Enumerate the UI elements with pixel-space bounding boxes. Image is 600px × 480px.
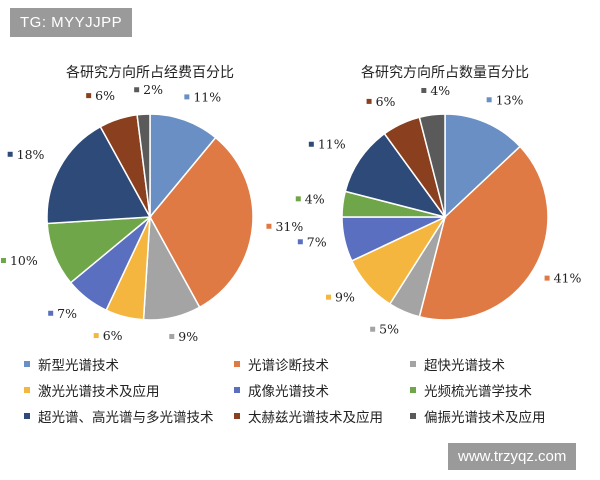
- pie-1-label-1: 41%: [544, 271, 582, 286]
- legend-item: 超光谱、高光谱与多光谱技术: [24, 406, 234, 426]
- pie-0-label-1: 31%: [266, 219, 303, 234]
- legend-item: 光谱诊断技术: [234, 354, 410, 374]
- legend-label: 成像光谱技术: [248, 384, 329, 400]
- pie-count: 13% 41% 5% 9% 7% 4% 11% 6% 4%: [295, 83, 582, 337]
- pie-1-label-2: 5%: [370, 322, 399, 337]
- pie-1-slice-1: [418, 145, 549, 321]
- pie-1-slice-0: [444, 113, 522, 219]
- chart-title-funding: 各研究方向所占经费百分比: [66, 65, 234, 81]
- legend-label: 光谱诊断技术: [248, 358, 329, 374]
- pie-1-label-text-1: 41%: [554, 271, 582, 286]
- legend-item: 成像光谱技术: [234, 380, 410, 400]
- pie-0-label-8: 2%: [134, 82, 163, 97]
- pie-1-slice-8: [418, 113, 446, 218]
- pie-0-label-text-2: 9%: [178, 329, 198, 344]
- pie-0-label-swatch-2: [169, 333, 175, 339]
- pie-1-label-6: 11%: [308, 137, 346, 152]
- pie-0-label-text-0: 11%: [193, 89, 221, 104]
- legend-swatch: [234, 387, 240, 393]
- pie-0-label-2: 9%: [169, 329, 198, 344]
- pie-1-label-text-4: 7%: [307, 234, 327, 249]
- pie-0-slice-0: [149, 113, 217, 220]
- legend-label: 太赫兹光谱技术及应用: [248, 410, 383, 426]
- legend-swatch: [234, 361, 240, 367]
- pie-0-slice-8: [136, 113, 151, 218]
- pie-0-label-text-1: 31%: [275, 219, 303, 234]
- pie-1-label-text-7: 6%: [376, 94, 396, 109]
- pie-1-label-7: 6%: [366, 94, 396, 109]
- pie-0-label-swatch-6: [7, 151, 13, 157]
- legend-swatch: [410, 413, 416, 419]
- pie-0-slice-6: [46, 125, 152, 225]
- legend-swatch: [234, 413, 240, 419]
- pie-1-label-swatch-8: [421, 87, 427, 93]
- legend-item: 新型光谱技术: [24, 354, 234, 374]
- pie-1-label-swatch-7: [366, 98, 372, 104]
- legend-label: 超快光谱技术: [424, 358, 505, 374]
- pie-0-label-swatch-3: [93, 333, 99, 339]
- pie-0-label-text-5: 10%: [10, 253, 38, 268]
- legend-swatch: [24, 387, 30, 393]
- pie-0-label-swatch-7: [86, 93, 92, 99]
- legend-swatch: [24, 413, 30, 419]
- pie-1-label-swatch-0: [486, 97, 492, 103]
- pie-1-label-text-5: 4%: [305, 191, 325, 206]
- pie-1-label-8: 4%: [421, 83, 450, 98]
- legend-label: 光频梳光谱学技术: [424, 384, 532, 400]
- pie-1-label-swatch-1: [544, 275, 550, 281]
- pie-0-label-text-6: 18%: [17, 147, 45, 162]
- legend-label: 超光谱、高光谱与多光谱技术: [38, 410, 214, 426]
- pie-0-label-0: 11%: [184, 89, 221, 104]
- pie-1-label-0: 13%: [486, 92, 524, 107]
- legend-swatch: [410, 387, 416, 393]
- pie-1-label-swatch-5: [295, 196, 301, 202]
- pie-0-label-text-4: 7%: [57, 306, 77, 321]
- pie-charts: 各研究方向所占经费百分比 各研究方向所占数量百分比 11% 31% 9% 6% 7% 10…: [0, 65, 582, 344]
- legend-item: 光频梳光谱学技术: [410, 380, 580, 400]
- legend-item: 偏振光谱技术及应用: [410, 406, 580, 426]
- pie-1-label-swatch-4: [297, 239, 303, 245]
- pie-1-label-text-8: 4%: [430, 83, 450, 98]
- pie-1-label-text-6: 11%: [318, 137, 346, 152]
- pie-0-label-6: 18%: [7, 147, 45, 162]
- legend-swatch: [24, 361, 30, 367]
- pie-1-label-text-0: 13%: [496, 92, 524, 107]
- pie-0-slice-1: [149, 136, 254, 309]
- pie-0-label-4: 7%: [48, 306, 77, 321]
- pie-0-label-swatch-1: [266, 223, 272, 229]
- legend-label: 偏振光谱技术及应用: [424, 410, 546, 426]
- legend-label: 激光光谱技术及应用: [38, 384, 160, 400]
- pie-0-label-swatch-5: [0, 258, 6, 264]
- pie-1-label-swatch-2: [370, 326, 376, 332]
- legend-swatch: [410, 361, 416, 367]
- pie-0-label-3: 6%: [93, 328, 123, 343]
- pie-1-label-3: 9%: [326, 290, 355, 305]
- legend-label: 新型光谱技术: [38, 358, 119, 374]
- pie-0-label-text-8: 2%: [143, 82, 163, 97]
- pie-0-label-text-3: 6%: [103, 328, 123, 343]
- legend-item: 太赫兹光谱技术及应用: [234, 406, 410, 426]
- pie-funding: 11% 31% 9% 6% 7% 10% 18% 6% 2%: [0, 82, 303, 344]
- pie-1-label-5: 4%: [295, 191, 325, 206]
- pie-1-label-text-2: 5%: [379, 322, 399, 337]
- pie-1-label-swatch-3: [326, 294, 332, 300]
- pie-1-slice-6: [344, 132, 447, 219]
- chart-legend: 新型光谱技术 光谱诊断技术 超快光谱技术激光光谱技术及应用 成像光谱技术 光频梳光谱学技…: [24, 354, 584, 426]
- chart-title-count: 各研究方向所占数量百分比: [361, 65, 529, 81]
- pie-0-label-7: 6%: [86, 88, 115, 103]
- watermark-site-badge: www.trzyqz.com: [448, 443, 577, 470]
- pie-1-label-4: 7%: [297, 234, 327, 249]
- pie-0-label-swatch-0: [184, 94, 190, 100]
- pie-0-label-swatch-4: [48, 310, 54, 316]
- pie-1-label-swatch-6: [308, 141, 314, 147]
- watermark-tg-badge: TG: MYYJJPP: [10, 8, 133, 37]
- pie-0-label-5: 10%: [0, 253, 38, 268]
- legend-item: 超快光谱技术: [410, 354, 580, 374]
- pie-1-label-text-3: 9%: [335, 290, 355, 305]
- pie-0-label-swatch-8: [134, 87, 140, 93]
- pie-0-label-text-7: 6%: [95, 88, 115, 103]
- legend-item: 激光光谱技术及应用: [24, 380, 234, 400]
